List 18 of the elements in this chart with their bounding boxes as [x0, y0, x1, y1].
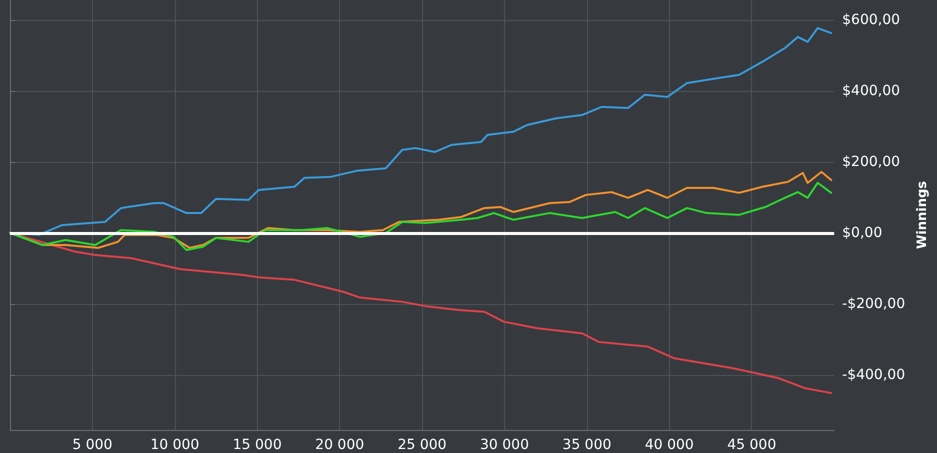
- x-tick-label: 15 000: [232, 437, 282, 453]
- y-tick-label: -$400,00: [842, 366, 906, 383]
- line-series: [9, 182, 832, 251]
- x-tick-label: 10 000: [150, 437, 200, 453]
- x-tick-label: 35 000: [562, 437, 612, 453]
- x-tick-label: 30 000: [480, 437, 529, 453]
- y-tick-label: $600,00: [842, 12, 900, 28]
- x-tick-label: 25 000: [398, 437, 447, 453]
- x-tick-label: 40 000: [644, 437, 694, 453]
- y-axis-title: Winnings: [915, 180, 930, 250]
- line-series: [9, 27, 832, 236]
- y-tick-label: $0,00: [842, 224, 882, 241]
- y-tick-label: $400,00: [842, 82, 900, 99]
- x-tick-label: 20 000: [315, 437, 364, 453]
- x-tick-label: 5 000: [72, 437, 112, 453]
- y-tick-label: $200,00: [842, 154, 900, 170]
- x-tick-label: 45 000: [727, 437, 776, 453]
- y-tick-label: -$200,00: [842, 296, 906, 312]
